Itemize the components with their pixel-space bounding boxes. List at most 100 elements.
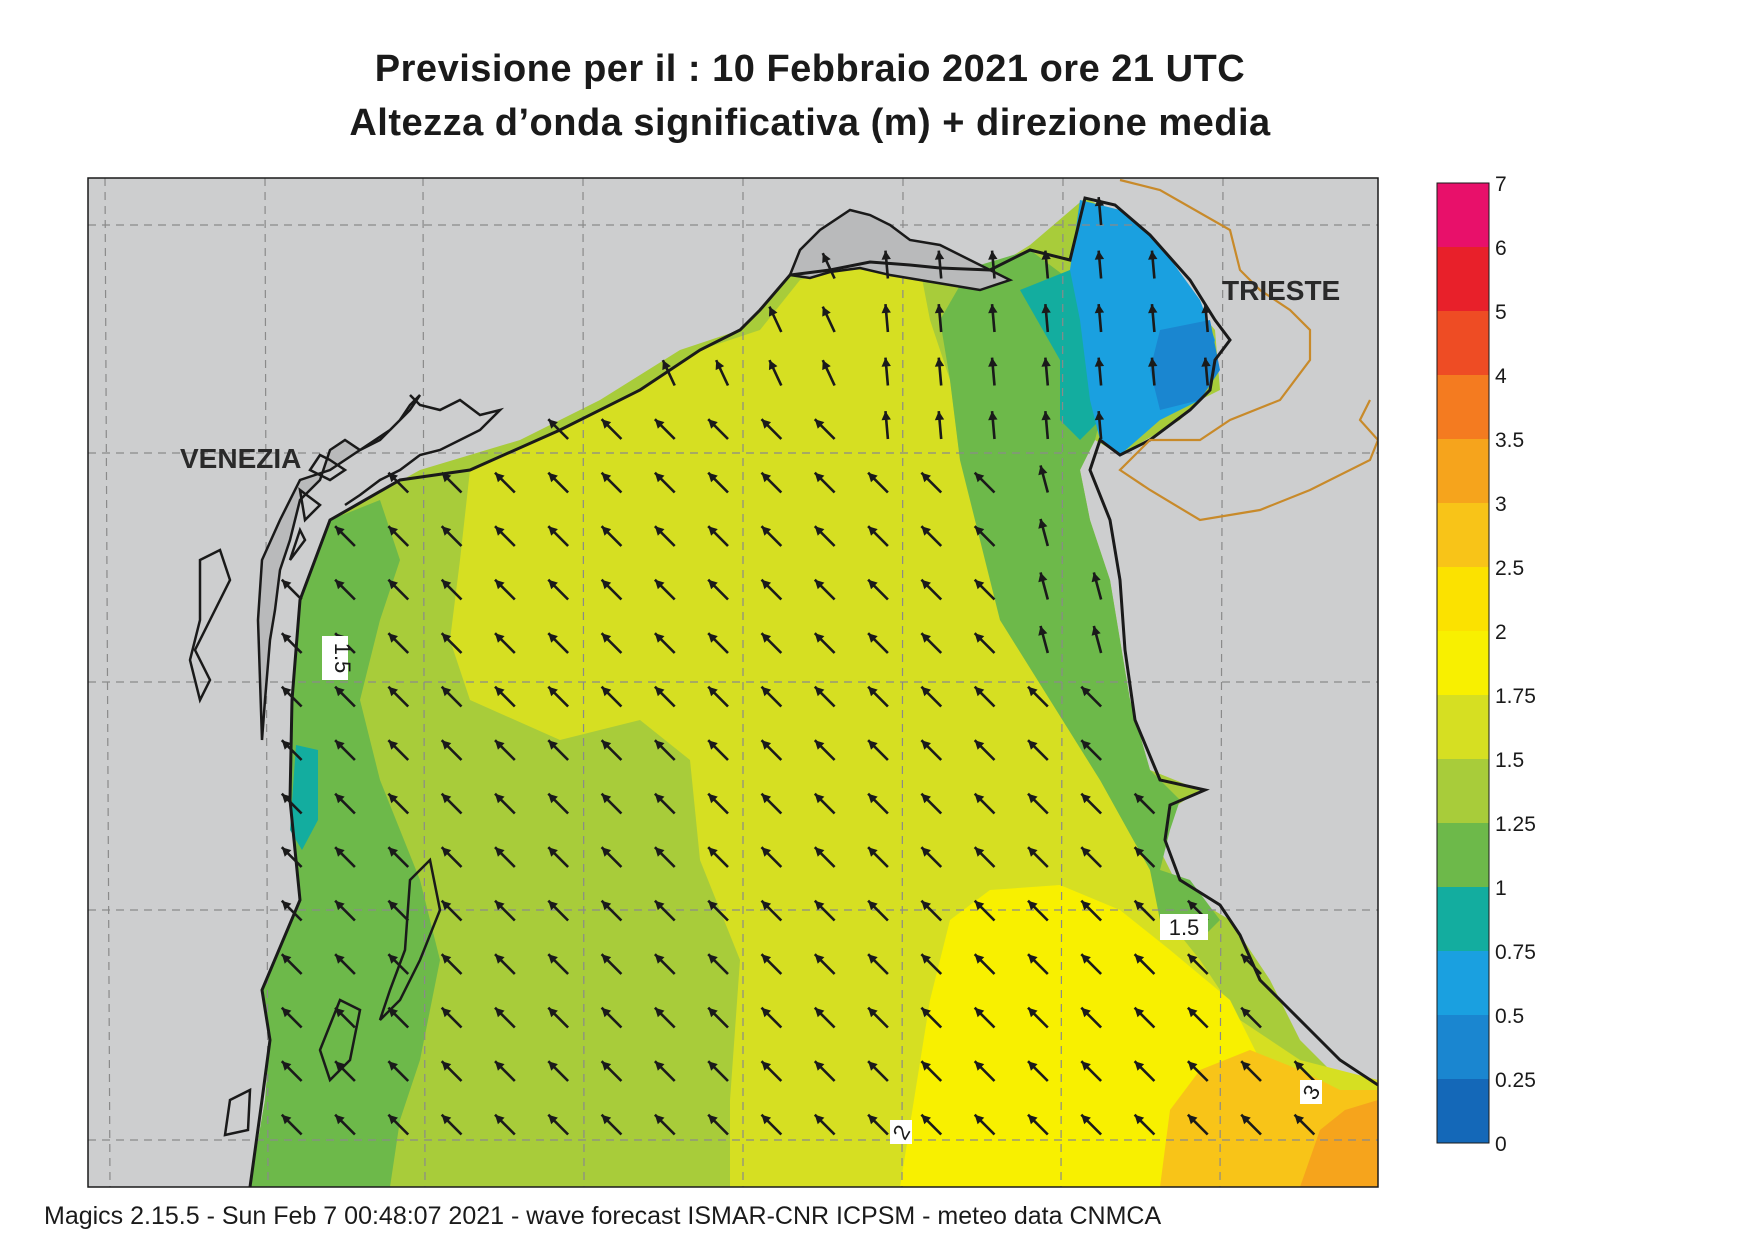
wave-arrow-head	[601, 686, 612, 697]
wave-arrow-head	[708, 1061, 718, 1071]
wave-arrow-head	[1081, 900, 1091, 911]
wave-arrow-head	[1187, 1007, 1198, 1018]
wave-arrow-head	[548, 1007, 558, 1018]
contour-label-4: 3	[1298, 1080, 1325, 1104]
wave-arrow-head	[601, 847, 612, 857]
legend-label: 2	[1495, 621, 1507, 644]
wave-arrow-head	[814, 1061, 825, 1071]
wave-arrow-head	[654, 419, 665, 429]
legend-swatch	[1437, 1079, 1489, 1143]
wave-arrow-head	[388, 900, 398, 911]
wave-arrow-head	[548, 740, 558, 750]
wave-arrow-head	[822, 360, 831, 371]
wave-arrow-head	[921, 1061, 931, 1071]
wave-arrow-head	[814, 472, 825, 483]
wave-arrow-head	[1041, 357, 1051, 367]
wave-arrow-head	[814, 1007, 825, 1018]
wave-arrow-head	[281, 1114, 292, 1125]
wave-arrow-head	[1038, 572, 1048, 583]
wave-arrow-head	[601, 1114, 612, 1125]
wave-arrow-head	[974, 472, 985, 483]
wave-arrow-head	[548, 579, 558, 590]
wave-arrow-head	[335, 740, 345, 750]
wave-arrow-head	[548, 633, 558, 643]
wave-arrow-head	[1294, 1114, 1305, 1125]
wave-arrow-head	[868, 1061, 878, 1071]
legend-label: 1.75	[1495, 685, 1536, 708]
wave-arrow-head	[974, 1007, 985, 1018]
wave-arrow-head	[388, 1061, 398, 1071]
wave-arrow-head	[654, 740, 665, 750]
legend-swatch	[1437, 887, 1489, 951]
legend-label: 1.5	[1495, 749, 1524, 772]
wave-arrow-head	[1134, 954, 1145, 964]
wave-arrow-head	[441, 847, 452, 857]
wave-arrow-head	[1028, 740, 1038, 750]
wave-arrow-head	[708, 1114, 718, 1125]
wave-arrow-head	[1187, 900, 1198, 911]
wave-arrow-head	[881, 304, 891, 314]
wave-arrow-head	[1241, 1007, 1251, 1018]
wave-arrow-head	[868, 686, 878, 697]
wave-arrow-head	[441, 633, 452, 643]
wave-arrow-head	[761, 1061, 772, 1071]
wave-arrow-head	[1081, 954, 1091, 964]
wave-arrow-head	[814, 579, 825, 590]
wave-arrow-head	[335, 847, 345, 857]
wave-arrow-head	[335, 900, 345, 911]
wave-arrow-head	[388, 793, 398, 804]
title-line-2: Altezza d’onda significativa (m) + direz…	[349, 102, 1271, 144]
wave-arrow-head	[441, 1061, 452, 1071]
wave-arrow-head	[335, 1114, 345, 1125]
legend-swatch	[1437, 375, 1489, 439]
wave-arrow-head	[654, 472, 665, 483]
wave-arrow-head	[868, 579, 878, 590]
legend-swatch	[1437, 247, 1489, 311]
wave-arrow-head	[921, 472, 931, 483]
legend-label: 3	[1495, 493, 1507, 516]
wave-arrow-head	[1094, 357, 1105, 367]
wave-arrow-head	[974, 686, 985, 697]
legend-swatch	[1437, 567, 1489, 631]
wave-arrow-head	[495, 900, 505, 911]
wave-arrow-head	[335, 686, 345, 697]
wave-arrow-head	[281, 793, 292, 804]
wave-arrow-head	[1148, 357, 1158, 367]
wave-arrow-head	[1134, 1007, 1145, 1018]
wave-arrow-head	[601, 526, 612, 536]
wave-arrow-head	[708, 954, 718, 964]
wave-arrow-head	[1134, 1114, 1145, 1125]
wave-arrow-head	[1028, 900, 1038, 911]
wave-arrow-head	[1028, 847, 1038, 857]
wave-arrow-head	[974, 1061, 985, 1071]
wave-arrow-head	[281, 1007, 292, 1018]
wave-arrow-head	[1038, 625, 1048, 636]
wave-arrow-head	[761, 633, 772, 643]
wave-arrow-head	[495, 633, 505, 643]
wave-arrow-head	[868, 633, 878, 643]
footer-credits: Magics 2.15.5 - Sun Feb 7 00:48:07 2021 …	[44, 1202, 1162, 1230]
wave-arrow-head	[601, 1007, 612, 1018]
wave-arrow-head	[281, 740, 292, 750]
wave-arrow-head	[388, 633, 398, 643]
wave-arrow-head	[761, 793, 772, 804]
wave-arrow-head	[335, 526, 345, 536]
wave-arrow-head	[761, 1007, 772, 1018]
wave-arrow-head	[1081, 1114, 1091, 1125]
wave-arrow-head	[708, 579, 718, 590]
wave-arrow-head	[988, 357, 998, 367]
wave-arrow-head	[868, 900, 878, 911]
wave-arrow-head	[1081, 1061, 1091, 1071]
wave-arrow-head	[868, 472, 878, 483]
legend-label: 6	[1495, 237, 1507, 260]
wave-arrow-head	[761, 954, 772, 964]
legend-swatch	[1437, 631, 1489, 695]
wave-arrow-head	[548, 847, 558, 857]
contour-label-text-1: 1.5	[330, 643, 355, 674]
wave-arrow-head	[281, 954, 292, 964]
wave-arrow-head	[1081, 847, 1091, 857]
legend-label: 1	[1495, 877, 1507, 900]
wave-arrow-head	[814, 900, 825, 911]
wave-arrow-head	[974, 633, 985, 643]
wave-arrow-head	[1187, 1114, 1198, 1125]
